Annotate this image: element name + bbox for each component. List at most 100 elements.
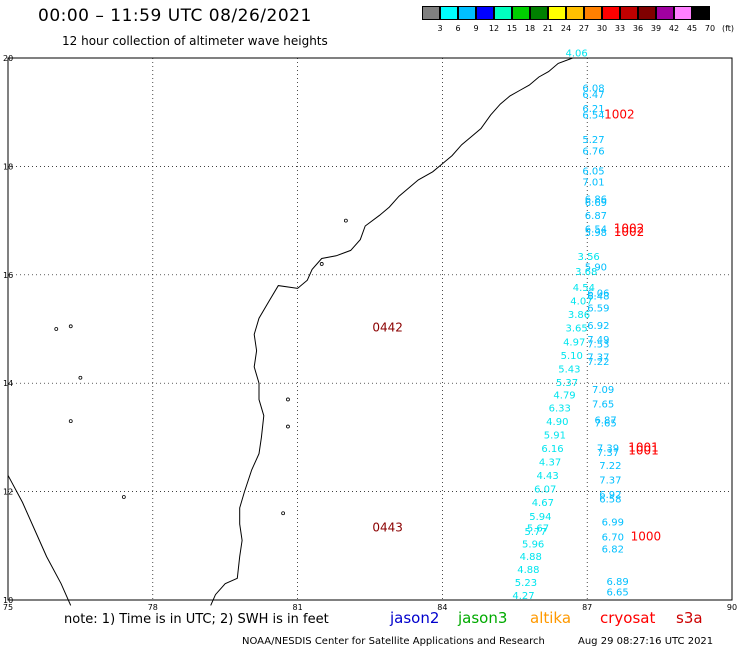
wave-height-label: 6.21: [582, 104, 604, 115]
wave-height-label: 5.90: [585, 262, 607, 273]
x-tick-label: 84: [437, 603, 447, 612]
map-frame: [7, 57, 733, 601]
satellite-legend-item: jason3: [458, 609, 508, 627]
island-outline: [68, 419, 73, 424]
color-scale-tick: 9: [473, 24, 479, 33]
wave-height-label: 6.16: [541, 444, 563, 455]
color-swatch: [458, 6, 476, 20]
wave-height-label: 4.67: [532, 498, 554, 509]
wave-height-label: 5.77: [524, 527, 546, 538]
x-tick-label: 78: [148, 603, 158, 612]
wave-height-label: 6.07: [534, 485, 556, 496]
color-swatch: [494, 6, 512, 20]
wave-height-label: 5.43: [558, 364, 580, 375]
y-tick-label: 10: [3, 596, 13, 605]
color-swatch: [512, 6, 530, 20]
wave-height-label: 5.96: [522, 539, 544, 550]
wave-height-label: 7.65: [594, 419, 616, 430]
color-swatch: [674, 6, 692, 20]
wave-height-label: 4.37: [539, 458, 561, 469]
map-title: 00:00 – 11:59 UTC 08/26/2021: [38, 6, 312, 26]
island-outline: [286, 424, 290, 429]
wave-height-label: 5.94: [529, 512, 551, 523]
footnote: note: 1) Time is in UTC; 2) SWH is in fe…: [64, 612, 329, 627]
wave-height-label: 6.08: [582, 84, 604, 95]
wave-height-label: 5.67: [527, 524, 549, 535]
wave-height-label: 4.07: [570, 297, 592, 308]
color-swatch: [422, 6, 440, 20]
satellite-legend-item: cryosat: [600, 609, 656, 627]
color-swatch: [440, 6, 458, 20]
x-tick-label: 90: [727, 603, 737, 612]
wave-height-label: 4.06: [565, 48, 587, 59]
wave-height-label: 5.10: [561, 351, 583, 362]
color-scale-tick: 42: [668, 24, 680, 33]
color-scale-tick: 39: [650, 24, 662, 33]
wave-height-label: 6.59: [587, 304, 609, 315]
x-tick-label: 75: [3, 603, 13, 612]
color-scale-tick: 3: [437, 24, 443, 33]
wave-height-label: 6.86: [585, 195, 607, 206]
wave-height-label: 7.49: [587, 335, 609, 346]
y-tick-label: 12: [3, 488, 13, 497]
wave-height-label: 1002: [614, 222, 645, 236]
color-scale-tick: 33: [614, 24, 626, 33]
wave-height-label: 5.27: [582, 135, 604, 146]
credit-line: NOAA/NESDIS Center for Satellite Applica…: [242, 636, 545, 647]
wave-height-label: 4.97: [563, 337, 585, 348]
color-scale-tick: 30: [596, 24, 608, 33]
x-tick-label: 81: [293, 603, 303, 612]
wave-height-label: 4.88: [517, 565, 539, 576]
wave-height-label: 6.92: [599, 490, 621, 501]
wave-height-label: 3.68: [575, 267, 597, 278]
color-scale-tick: 18: [524, 24, 536, 33]
wave-height-label: 6.47: [582, 90, 604, 101]
wave-height-label: 6.76: [582, 146, 604, 157]
wave-height-label: 7.22: [599, 461, 621, 472]
wave-height-label: 6.54: [585, 225, 607, 236]
island-outline: [121, 495, 126, 499]
color-swatch: [638, 6, 656, 20]
satellite-legend-item: altika: [530, 609, 572, 627]
color-swatch: [620, 6, 638, 20]
color-swatch: [476, 6, 494, 20]
y-tick-label: 16: [3, 271, 13, 280]
wave-height-label: 7.22: [587, 357, 609, 368]
color-swatch: [656, 6, 674, 20]
wave-height-label: 3.56: [578, 252, 600, 263]
wave-height-label: 6.58: [599, 494, 621, 505]
color-swatch: [602, 6, 620, 20]
color-scale-unit: (ft): [721, 24, 735, 33]
color-swatch: [566, 6, 584, 20]
coastline-india-east: [210, 57, 573, 606]
color-scale-tick: 27: [578, 24, 590, 33]
color-scale-tick: 45: [686, 24, 698, 33]
generation-timestamp: Aug 29 08:27:16 UTC 2021: [578, 636, 714, 647]
island-outline: [343, 218, 348, 223]
color-swatch: [530, 6, 548, 20]
wave-height-label: 0442: [372, 321, 403, 335]
color-scale-tick: 70: [704, 24, 716, 33]
island-outline: [78, 375, 83, 380]
wave-height-label: 1000: [631, 529, 662, 543]
wave-height-label: 6.92: [587, 321, 609, 332]
island-outline: [319, 262, 324, 266]
color-scale-tick: 24: [560, 24, 572, 33]
color-scale-tick: 6: [455, 24, 461, 33]
wave-height-label: 0443: [372, 521, 403, 535]
wave-height-label: 5.23: [515, 578, 537, 589]
wave-height-label: 5.98: [585, 228, 607, 239]
wave-height-label: 1001: [628, 444, 659, 458]
color-swatch: [692, 6, 710, 20]
island-outline: [68, 324, 73, 329]
wave-height-label: 5.37: [556, 378, 578, 389]
wave-height-label: 3.65: [565, 324, 587, 335]
coastline-india-west: [7, 475, 72, 606]
wave-height-label: 6.70: [602, 532, 624, 543]
wave-height-label: 5.91: [544, 430, 566, 441]
wave-height-label: 7.37: [599, 475, 621, 486]
wave-height-label: 6.69: [585, 198, 607, 209]
wave-height-label: 1002: [604, 108, 635, 122]
color-scale-tick: 12: [488, 24, 500, 33]
